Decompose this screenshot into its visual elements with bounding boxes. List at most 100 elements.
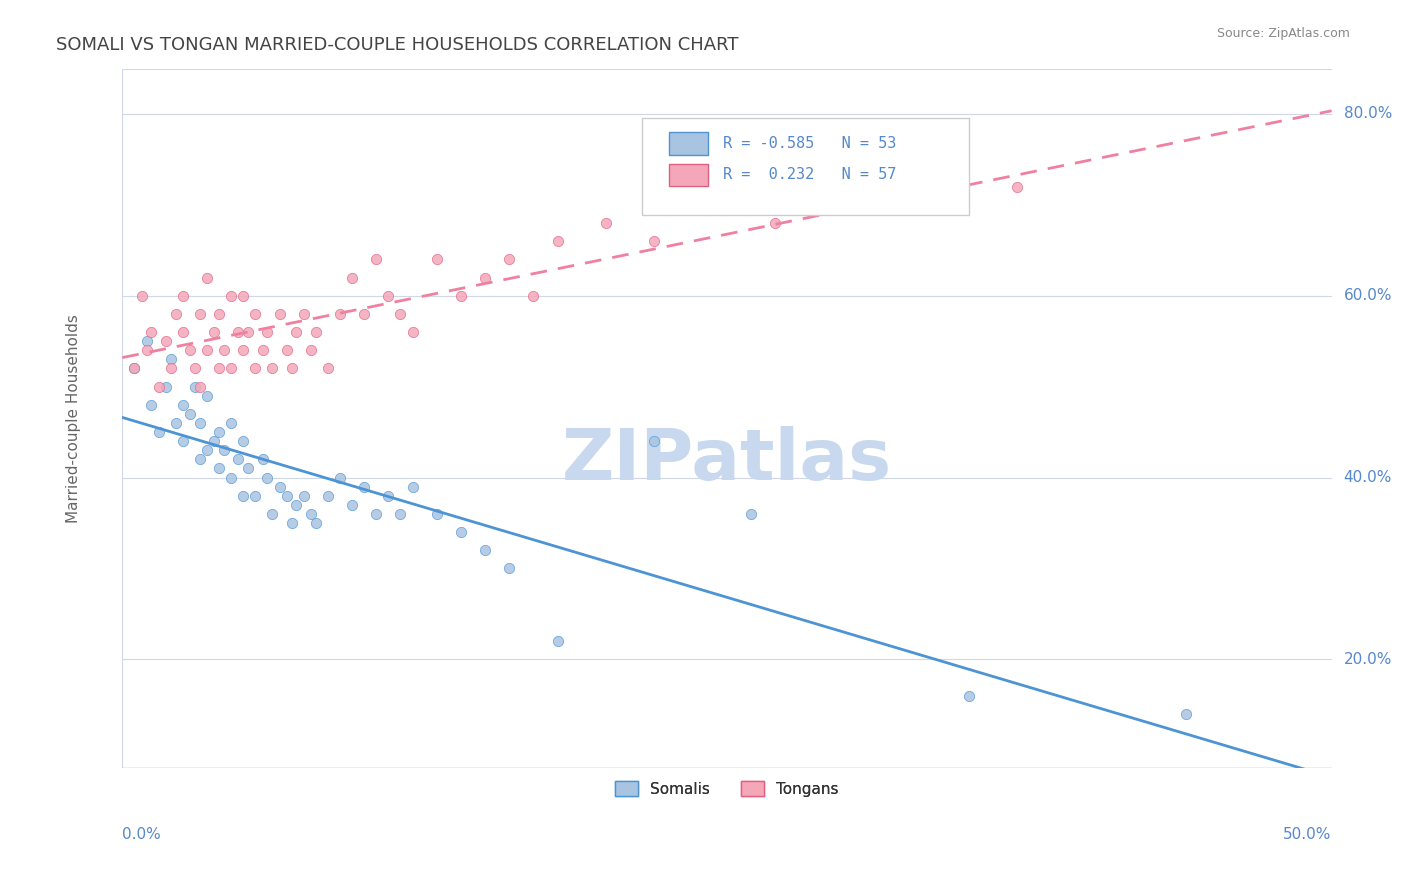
Point <box>232 434 254 449</box>
Point <box>165 307 187 321</box>
Point <box>269 307 291 321</box>
Point <box>165 416 187 430</box>
Point <box>219 361 242 376</box>
Point <box>377 489 399 503</box>
Point <box>957 689 980 703</box>
Point <box>188 416 211 430</box>
Point <box>292 307 315 321</box>
Point <box>212 443 235 458</box>
Point <box>262 507 284 521</box>
Point <box>401 480 423 494</box>
Point <box>269 480 291 494</box>
Point <box>329 470 352 484</box>
Point <box>172 289 194 303</box>
Text: 20.0%: 20.0% <box>1344 652 1392 667</box>
Text: R =  0.232   N = 57: R = 0.232 N = 57 <box>723 168 897 182</box>
Point <box>172 398 194 412</box>
Point <box>643 234 665 248</box>
Text: Source: ZipAtlas.com: Source: ZipAtlas.com <box>1216 27 1350 40</box>
FancyBboxPatch shape <box>643 118 969 216</box>
Point <box>202 434 225 449</box>
Point <box>547 234 569 248</box>
Point <box>292 489 315 503</box>
Point <box>188 307 211 321</box>
Point <box>245 489 267 503</box>
Point <box>179 407 201 421</box>
Point <box>208 461 231 475</box>
Point <box>299 343 322 358</box>
Point <box>316 489 339 503</box>
Point <box>148 425 170 439</box>
Point <box>884 198 907 212</box>
Point <box>1005 179 1028 194</box>
Text: 0.0%: 0.0% <box>122 828 162 842</box>
Point <box>124 361 146 376</box>
Point <box>377 289 399 303</box>
Point <box>212 343 235 358</box>
Point <box>124 361 146 376</box>
Point <box>172 434 194 449</box>
Point <box>236 325 259 339</box>
Point <box>474 270 496 285</box>
Point <box>498 561 520 575</box>
Point <box>280 516 302 530</box>
Point <box>389 507 412 521</box>
Text: 40.0%: 40.0% <box>1344 470 1392 485</box>
Point <box>252 343 274 358</box>
Point <box>643 434 665 449</box>
Point <box>547 634 569 648</box>
Point <box>245 361 267 376</box>
Point <box>450 524 472 539</box>
Point <box>353 307 375 321</box>
Point <box>595 216 617 230</box>
Text: R = -0.585   N = 53: R = -0.585 N = 53 <box>723 136 897 151</box>
Point <box>135 343 157 358</box>
Text: 50.0%: 50.0% <box>1284 828 1331 842</box>
Point <box>141 398 163 412</box>
Point <box>159 352 181 367</box>
Point <box>135 334 157 348</box>
Point <box>366 252 388 267</box>
Text: 60.0%: 60.0% <box>1344 288 1392 303</box>
Text: Married-couple Households: Married-couple Households <box>66 314 82 523</box>
Point <box>159 361 181 376</box>
Point <box>232 289 254 303</box>
Point <box>740 507 762 521</box>
Point <box>208 361 231 376</box>
Point <box>262 361 284 376</box>
Point <box>366 507 388 521</box>
Point <box>305 516 328 530</box>
FancyBboxPatch shape <box>669 164 707 186</box>
Point <box>256 470 278 484</box>
Point <box>179 343 201 358</box>
Point <box>202 325 225 339</box>
Point <box>426 252 449 267</box>
Point <box>763 216 786 230</box>
Text: 80.0%: 80.0% <box>1344 106 1392 121</box>
Point <box>184 361 207 376</box>
Point <box>285 498 308 512</box>
Point <box>195 343 218 358</box>
Point <box>219 289 242 303</box>
Point <box>340 270 363 285</box>
Point <box>329 307 352 321</box>
Point <box>498 252 520 267</box>
Point <box>172 325 194 339</box>
Point <box>389 307 412 321</box>
Text: ZIPatlas: ZIPatlas <box>562 425 891 495</box>
Point <box>276 489 298 503</box>
Point <box>426 507 449 521</box>
Point <box>305 325 328 339</box>
Point <box>195 443 218 458</box>
Point <box>232 489 254 503</box>
Point <box>340 498 363 512</box>
Point <box>219 416 242 430</box>
Point <box>316 361 339 376</box>
Point <box>131 289 153 303</box>
Point <box>236 461 259 475</box>
Point <box>141 325 163 339</box>
Point <box>450 289 472 303</box>
Point <box>252 452 274 467</box>
Legend: Somalis, Tongans: Somalis, Tongans <box>609 774 845 803</box>
Text: SOMALI VS TONGAN MARRIED-COUPLE HOUSEHOLDS CORRELATION CHART: SOMALI VS TONGAN MARRIED-COUPLE HOUSEHOL… <box>56 36 738 54</box>
